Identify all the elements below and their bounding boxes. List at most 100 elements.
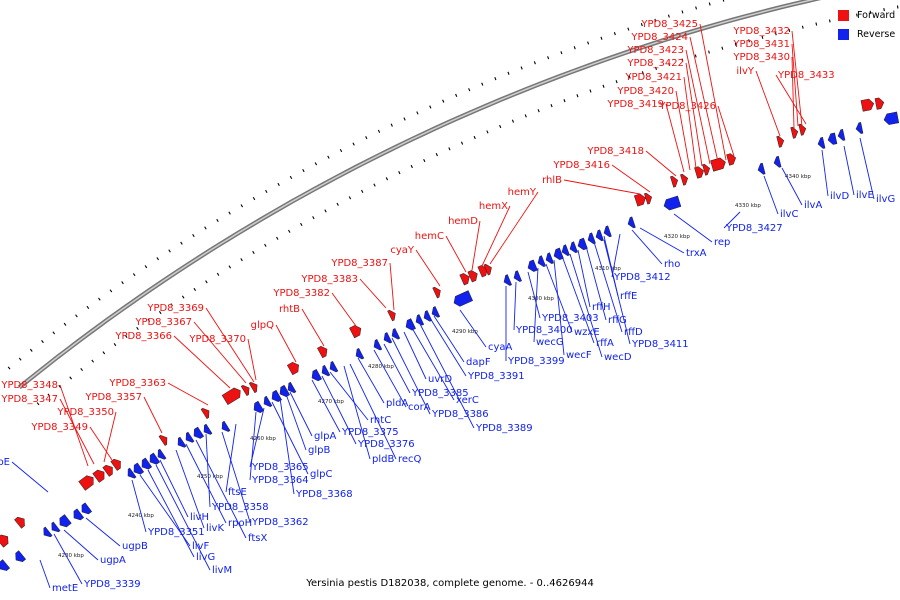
tick-mark xyxy=(36,402,40,406)
reverse-gene-block xyxy=(73,508,85,521)
tick-mark xyxy=(442,99,445,103)
forward-gene-block xyxy=(459,273,470,286)
tick-mark xyxy=(180,241,183,245)
reverse-gene-block xyxy=(81,502,93,515)
reverse-gene-label: rffD xyxy=(593,241,643,338)
tick-mark xyxy=(481,82,484,86)
reverse-gene-label: ugpA xyxy=(63,529,126,566)
forward-gene-block xyxy=(92,469,105,483)
reverse-gene-label: ilvC xyxy=(763,175,798,220)
svg-text:YPD8_3403: YPD8_3403 xyxy=(541,313,599,324)
legend-reverse: Reverse xyxy=(838,27,895,42)
tick-mark xyxy=(29,348,33,352)
forward-gene-label: YPD8_3349 xyxy=(30,422,113,461)
tick-mark xyxy=(390,123,393,127)
svg-text:livG: livG xyxy=(196,552,215,563)
reverse-gene-block xyxy=(59,514,72,528)
forward-gene-label: YPD8_3420 xyxy=(616,86,691,171)
tick-mark xyxy=(147,318,151,322)
svg-text:YPD8_3400: YPD8_3400 xyxy=(515,325,573,336)
tick-mark xyxy=(327,155,330,159)
legend-forward-label: Forward xyxy=(857,10,896,21)
reverse-gene-label: glpA xyxy=(289,391,336,442)
svg-text:metE: metE xyxy=(52,583,78,594)
svg-text:YPD8_3422: YPD8_3422 xyxy=(626,58,684,69)
forward-gene-label: YPD8_3425 xyxy=(640,19,727,161)
tick-mark xyxy=(204,226,207,230)
tick-mark xyxy=(708,50,710,54)
forward-gene-block xyxy=(483,263,492,276)
tick-mark xyxy=(113,343,117,347)
tick-mark xyxy=(435,153,438,157)
svg-text:YPD8_3421: YPD8_3421 xyxy=(624,72,682,83)
tick-mark xyxy=(324,209,327,213)
forward-gene-label: YPD8_3422 xyxy=(626,58,703,167)
reverse-gene-block xyxy=(527,259,538,272)
svg-text:ilvE: ilvE xyxy=(856,190,874,201)
reverse-gene-block xyxy=(453,290,474,307)
tick-mark xyxy=(883,8,885,12)
forward-gene-block xyxy=(694,166,704,179)
tick-mark xyxy=(377,129,381,133)
kbp-tick-label: 4280 kbp xyxy=(368,364,394,370)
forward-gene-label: YPD8_3387 xyxy=(330,258,395,311)
reverse-gene-block xyxy=(513,270,522,282)
tick-mark xyxy=(722,0,725,2)
reverse-gene-block xyxy=(279,384,291,398)
reverse-gene-block xyxy=(321,364,331,377)
svg-text:YPD8_3419: YPD8_3419 xyxy=(606,99,664,110)
reverse-gene-label: YPD8_3365 xyxy=(249,407,309,473)
kbp-tick-label: 4250 kbp xyxy=(197,474,223,480)
kbp-tick-label: 4340 kbp xyxy=(785,174,811,180)
forward-gene-label: YPD8_3416 xyxy=(552,160,651,193)
svg-text:YPD8_3350: YPD8_3350 xyxy=(56,407,114,418)
reverse-gene-label: livH xyxy=(159,459,209,523)
forward-gene-block xyxy=(387,309,396,322)
tick-mark xyxy=(156,257,160,261)
svg-text:YPD8_3386: YPD8_3386 xyxy=(431,409,489,420)
svg-text:wecF: wecF xyxy=(566,350,592,361)
tick-mark xyxy=(75,314,78,318)
svg-text:YPD8_3362: YPD8_3362 xyxy=(251,517,309,528)
svg-text:hemC: hemC xyxy=(415,231,444,242)
tick-mark xyxy=(761,35,764,39)
svg-text:rffE: rffE xyxy=(620,291,637,302)
forward-gene-block xyxy=(790,126,799,139)
reverse-gene-block xyxy=(405,318,416,331)
reverse-gene-label: livG xyxy=(147,469,215,563)
tick-mark xyxy=(252,197,256,201)
forward-gene-block xyxy=(14,516,25,529)
forward-gene-label: hemD xyxy=(448,216,481,271)
reverse-gene-label: dapF xyxy=(433,315,491,368)
svg-text:YPD8_3368: YPD8_3368 xyxy=(295,489,353,500)
reverse-gene-label: YPD8_3358 xyxy=(205,433,269,513)
forward-gene-label: glpQ xyxy=(251,320,297,363)
reverse-gene-block xyxy=(553,247,564,260)
tick-mark xyxy=(473,135,476,140)
tick-mark xyxy=(654,18,657,22)
forward-swatch xyxy=(838,10,849,21)
reverse-gene-block xyxy=(561,244,570,257)
reverse-gene-label: recQ xyxy=(349,363,422,465)
svg-text:livF: livF xyxy=(192,541,209,552)
reverse-gene-block xyxy=(545,252,554,264)
svg-text:YPD8_3348: YPD8_3348 xyxy=(0,380,58,391)
reverse-gene-block xyxy=(271,389,283,403)
kbp-tick-label: 4270 kbp xyxy=(318,399,344,405)
reverse-gene-block xyxy=(627,216,636,229)
svg-text:YPD8_3433: YPD8_3433 xyxy=(777,70,835,81)
forward-gene-block xyxy=(798,123,807,136)
forward-gene-block xyxy=(0,534,9,548)
forward-gene-block xyxy=(221,387,241,406)
tick-mark xyxy=(774,32,777,36)
forward-gene-block xyxy=(467,270,478,283)
tick-mark xyxy=(460,141,464,145)
svg-text:YPD8_3357: YPD8_3357 xyxy=(84,392,142,403)
tick-mark xyxy=(455,93,458,97)
tick-mark xyxy=(289,175,293,180)
tick-mark xyxy=(613,32,616,36)
reverse-gene-label: YPD8_3412 xyxy=(611,233,671,283)
svg-text:YPD8_3420: YPD8_3420 xyxy=(616,86,674,97)
reverse-gene-block xyxy=(837,129,846,141)
reverse-gene-block xyxy=(177,436,187,448)
